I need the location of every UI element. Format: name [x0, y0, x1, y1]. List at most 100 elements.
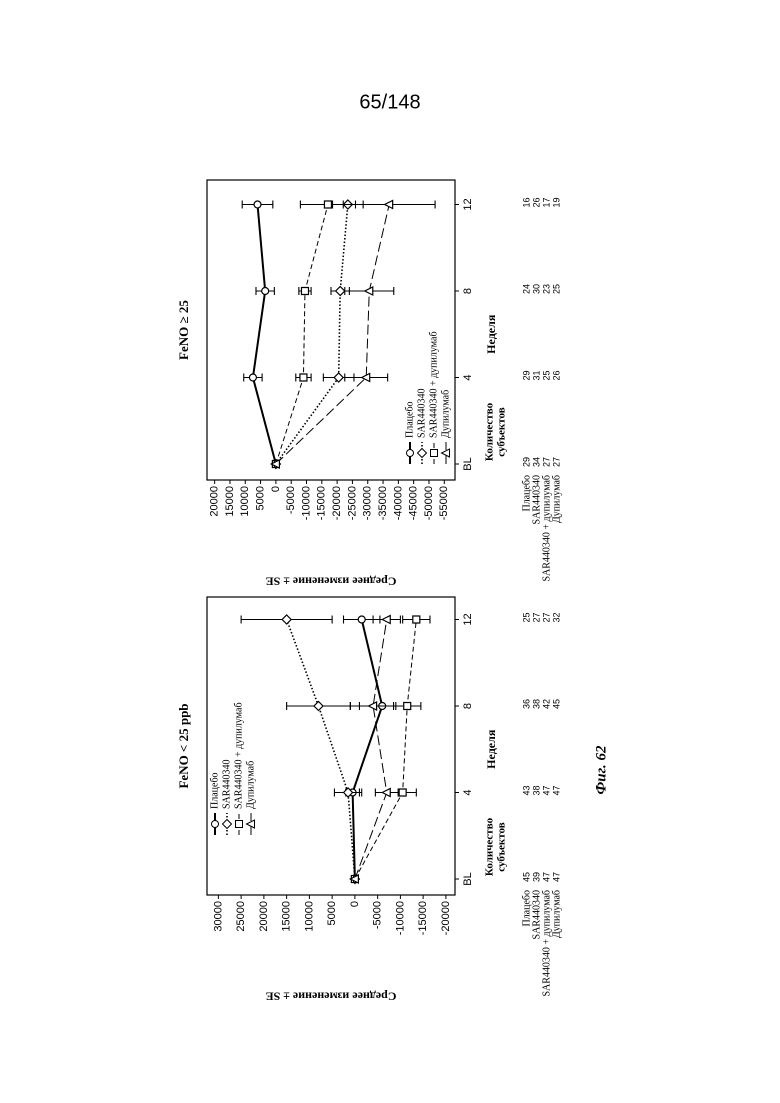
page: 65/148 Фиг. 62 FeNO < 25 ppb300002500020… [0, 0, 780, 1103]
count: 47 [541, 785, 551, 795]
chart: FeNO < 25 ppb 30000 25000 20000 15000 10000 50… [176, 597, 562, 1003]
data-point [365, 287, 373, 295]
legend-label: SAR440340 [416, 389, 427, 438]
count: 39 [531, 872, 541, 882]
count: 42 [541, 699, 551, 709]
y-axis-label: Среднее изменение ± SE [266, 989, 397, 1003]
x-axis-label: Неделя [484, 729, 498, 769]
chart-title: FeNO < 25 ppb [176, 703, 191, 788]
legend-marker [236, 821, 243, 828]
count: 38 [531, 785, 541, 795]
data-point [382, 616, 390, 624]
data-point [254, 201, 261, 208]
count: 25 [551, 284, 561, 294]
y-tick-label: -10000 [394, 901, 406, 935]
legend-marker [212, 821, 219, 828]
y-tick-label: 15000 [281, 901, 293, 932]
count: 43 [521, 785, 531, 795]
y-tick-label: -45000 [408, 486, 420, 520]
y-tick-label: -20000 [331, 486, 343, 520]
count: 16 [521, 197, 531, 207]
y-tick-label: 5000 [254, 486, 266, 510]
legend-label: Дупилумаб [245, 761, 256, 809]
counts-header: субъектов [496, 407, 508, 456]
x-tick-label: 8 [462, 288, 474, 294]
data-point [301, 288, 308, 295]
data-point [358, 616, 365, 623]
x-tick-label: 4 [462, 789, 474, 795]
legend-marker [223, 820, 232, 829]
data-point [282, 615, 291, 624]
y-tick-label: 10000 [239, 486, 251, 517]
count: 47 [541, 872, 551, 882]
series-line [253, 205, 276, 465]
count: 27 [541, 612, 551, 622]
y-tick-label: -15000 [417, 901, 429, 935]
x-tick-label: BL [462, 872, 474, 885]
legend-label: SAR440340 + дупилумаб [233, 702, 244, 809]
legend-label: Дупилумаб [440, 390, 451, 438]
legend-label: SAR440340 [221, 760, 232, 809]
y-tick-label: -35000 [377, 486, 389, 520]
document-page: 65/148 Фиг. 62 FeNO < 25 ppb300002500020… [0, 0, 780, 1103]
count: 25 [521, 612, 531, 622]
series-line [276, 205, 328, 465]
y-tick-label: -30000 [362, 486, 374, 520]
counts-header: Количество [484, 817, 496, 876]
legend-label: SAR440340 + дупилумаб [428, 331, 439, 438]
legend-label: Плацебо [209, 772, 220, 809]
y-tick-label: -5000 [372, 901, 384, 929]
count: 32 [551, 612, 561, 622]
legend-label: Плацебо [404, 401, 415, 438]
data-point [249, 374, 256, 381]
counts-header: Количество [484, 402, 496, 461]
count: 31 [531, 370, 541, 380]
data-point [300, 374, 307, 381]
y-tick-label: -5000 [285, 486, 297, 514]
chart-title: FeNO ≥ 25 [176, 300, 191, 360]
count: 38 [531, 699, 541, 709]
counts-row-label: Дупилумаб [551, 475, 562, 523]
count: 36 [521, 699, 531, 709]
count: 34 [531, 457, 541, 467]
count: 45 [551, 699, 561, 709]
series-line [355, 620, 416, 880]
y-tick-label: 5000 [326, 901, 338, 925]
y-tick-label: 25000 [235, 901, 247, 932]
count: 26 [551, 370, 561, 380]
y-tick-label: 10000 [303, 901, 315, 932]
count: 29 [521, 370, 531, 380]
data-point [262, 288, 269, 295]
legend-marker [407, 450, 414, 457]
series-line [353, 620, 383, 880]
count: 29 [521, 457, 531, 467]
y-tick-label: 20000 [258, 901, 270, 932]
y-tick-label: 0 [270, 486, 282, 492]
count: 30 [531, 284, 541, 294]
y-tick-label: 15000 [224, 486, 236, 517]
data-point [314, 702, 323, 711]
x-tick-label: 12 [462, 613, 474, 625]
count: 19 [551, 197, 561, 207]
count: 26 [531, 197, 541, 207]
y-tick-label: 30000 [212, 901, 224, 932]
count: 45 [521, 872, 531, 882]
y-tick-label: -15000 [316, 486, 328, 520]
y-tick-label: -10000 [300, 486, 312, 520]
count: 47 [551, 872, 561, 882]
data-point [404, 703, 411, 710]
figure-caption: Фиг. 62 [593, 745, 609, 794]
x-axis-label: Неделя [484, 314, 498, 354]
legend-marker [431, 450, 438, 457]
data-point [369, 702, 377, 710]
x-tick-label: 8 [462, 703, 474, 709]
y-tick-label: 20000 [209, 486, 221, 517]
x-tick-label: 12 [462, 198, 474, 210]
count: 27 [541, 457, 551, 467]
chart: FeNO ≥ 25 2000015000100005000 0-5000-10000… [176, 180, 562, 588]
data-point [336, 287, 345, 296]
count: 23 [541, 284, 551, 294]
legend-marker [418, 449, 427, 458]
y-tick-label: -20000 [440, 901, 452, 935]
counts-header: субъектов [496, 822, 508, 871]
